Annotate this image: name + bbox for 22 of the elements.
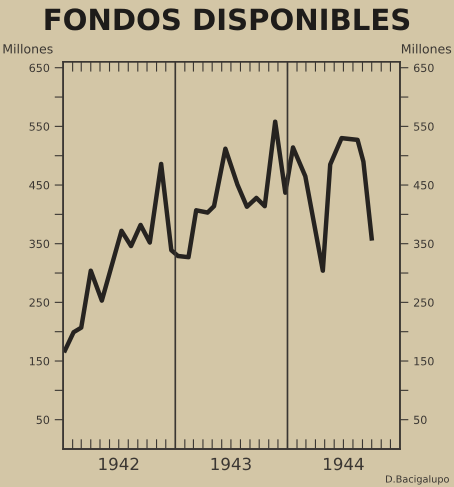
y2-tick-label: 650 [414,64,434,72]
x-tick-label: 1942 [99,458,138,470]
chart-title: FONDOS DISPONIBLES [45,8,410,30]
x-tick-label: 1943 [212,458,251,470]
x-tick-label: 1944 [324,458,364,470]
y2-tick-label: 450 [414,181,434,190]
text: D.Bacigalupo [386,475,449,485]
y-tick-label: 50 [36,416,50,424]
y-axis-title: Millones [3,44,53,54]
line-series [63,119,374,353]
y-tick-label: 450 [29,181,50,190]
y-tick-label: 550 [30,122,50,131]
y2-tick-label: 50 [414,416,427,424]
y2-axis-title: Millones [402,44,452,54]
y2-tick-label: 150 [414,356,434,366]
y-tick-label: 150 [30,356,50,366]
y2-tick-label: 550 [414,122,434,131]
y-tick-label: 650 [29,64,50,72]
y2-tick-label: 250 [414,298,434,307]
y-tick-label: 350 [30,240,50,248]
y-tick-label: 250 [30,298,50,307]
y2-tick-label: 350 [414,240,434,248]
